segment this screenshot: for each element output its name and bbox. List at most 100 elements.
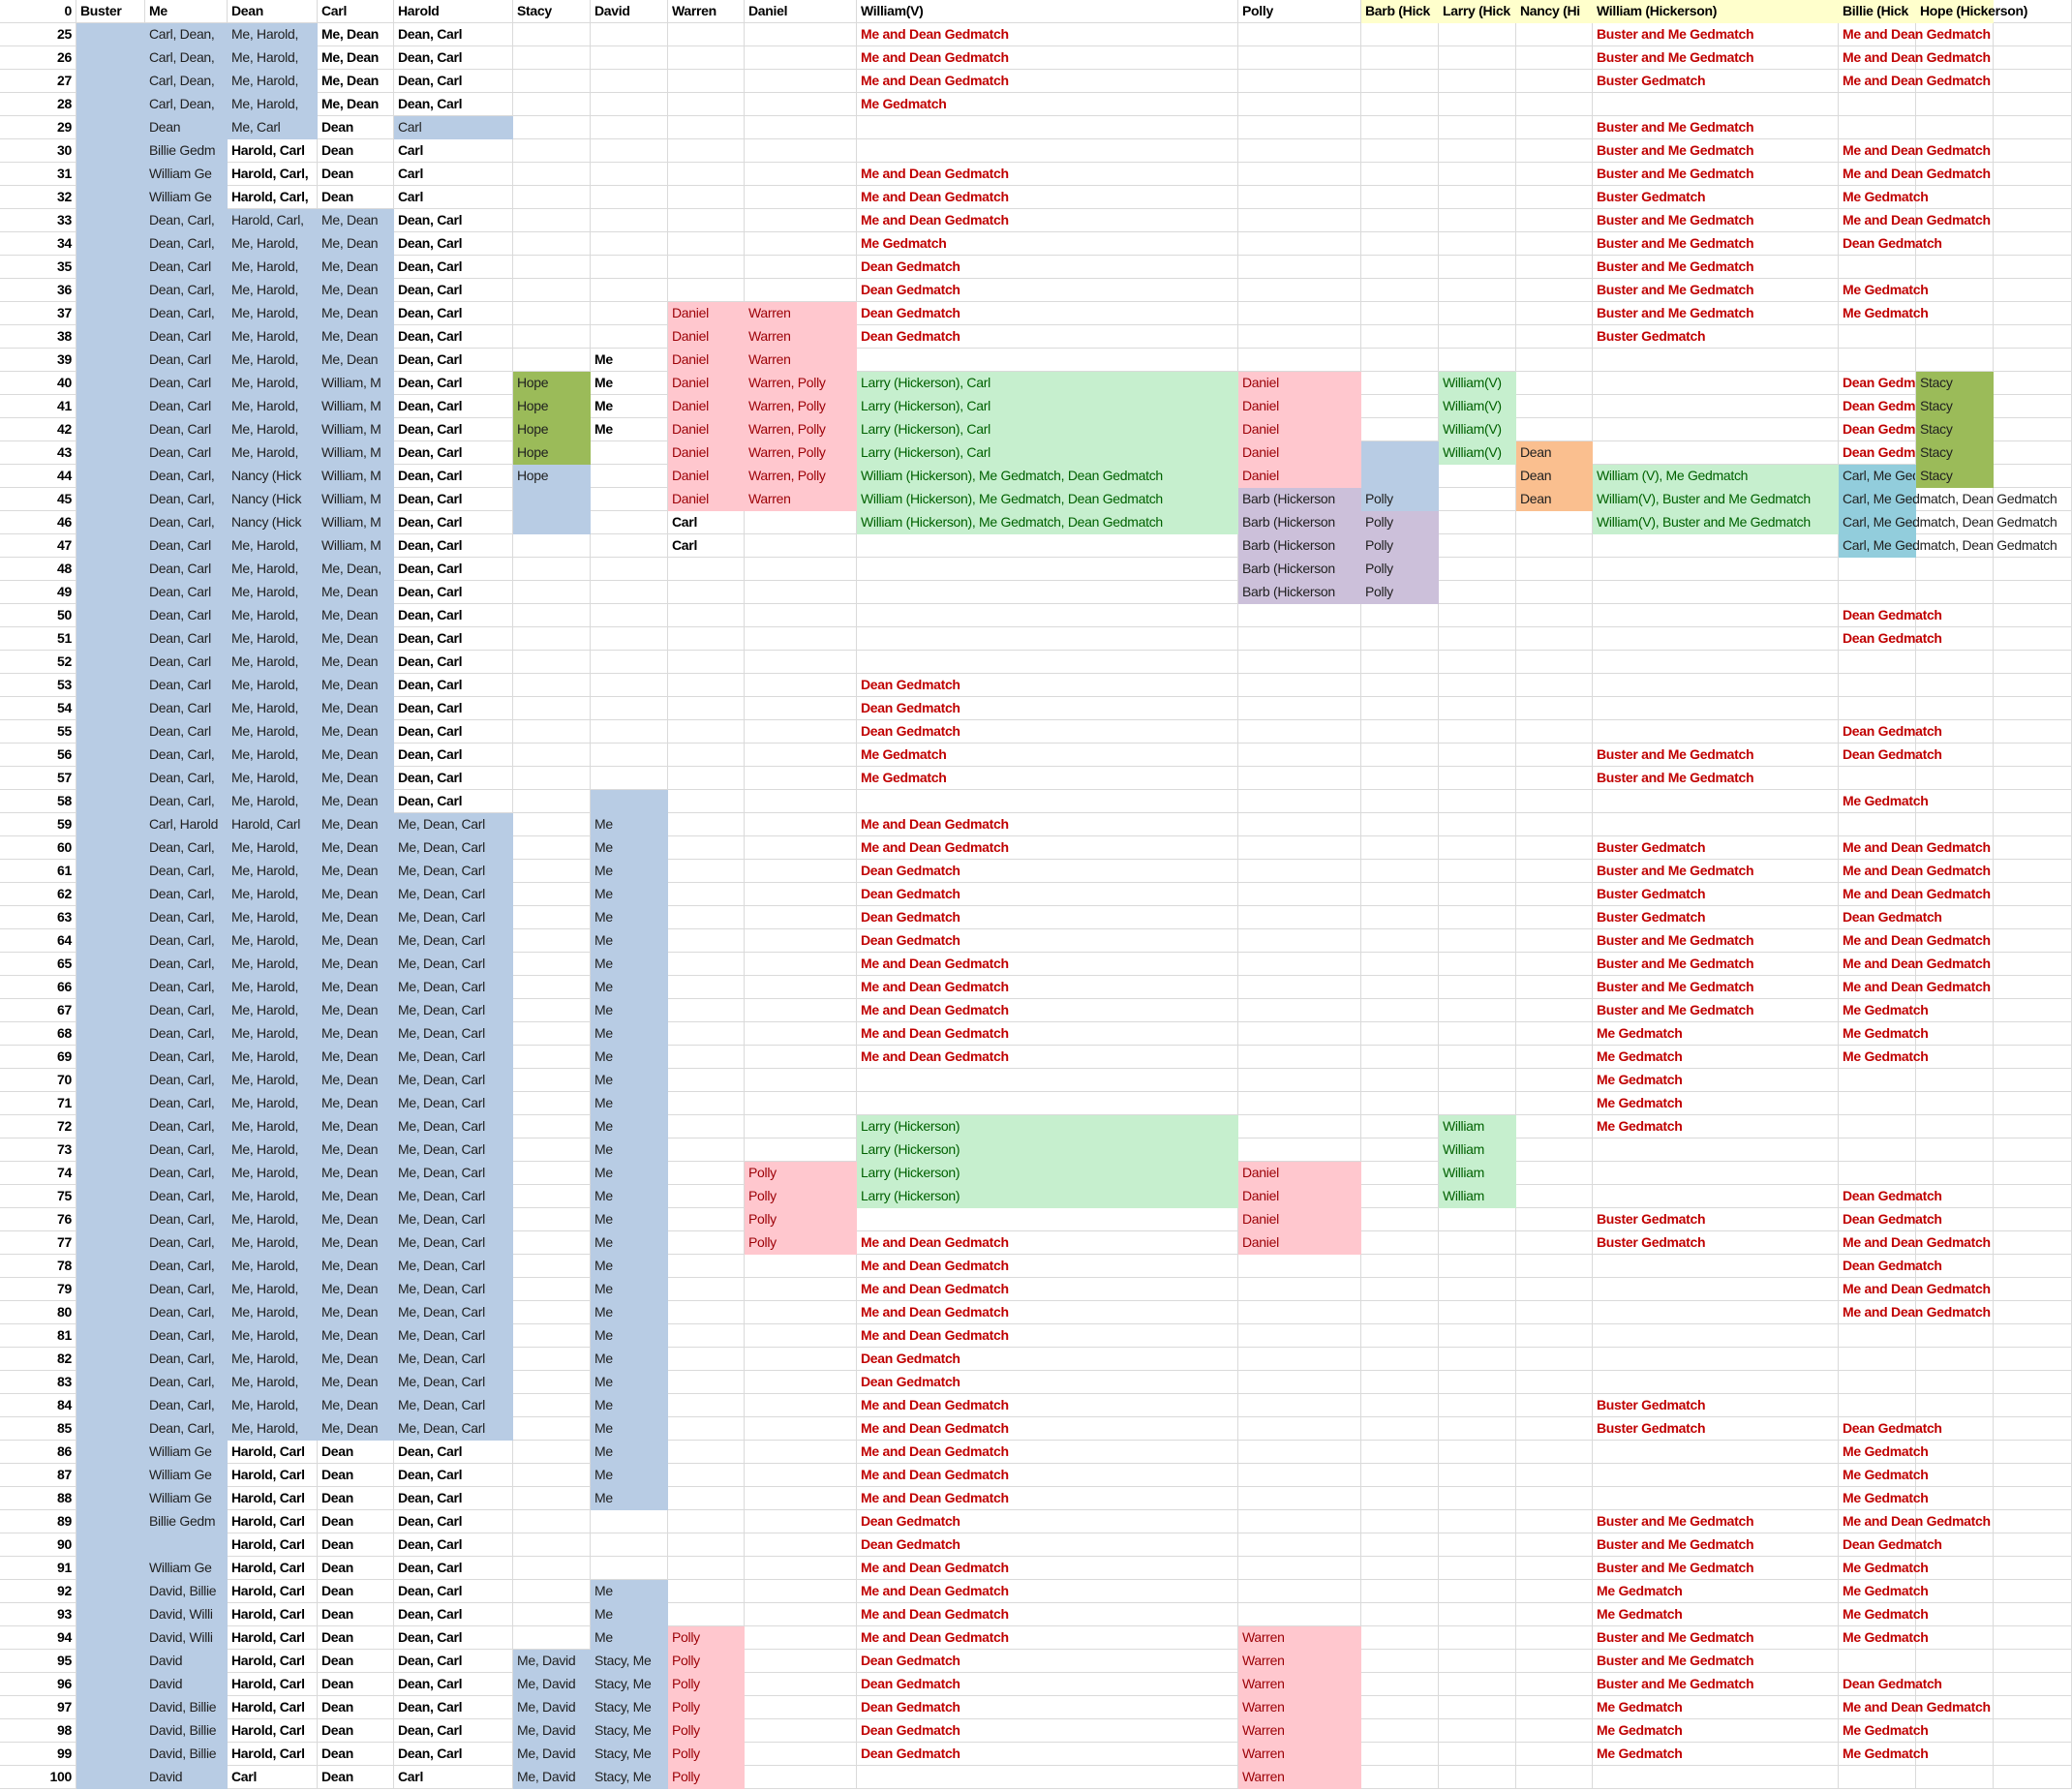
cell-dean[interactable]: Me, Carl <box>228 116 318 139</box>
cell-william-v[interactable]: Me and Dean Gedmatch <box>857 1301 1238 1324</box>
row-number[interactable]: 75 <box>0 1185 76 1208</box>
cell-harold[interactable]: Carl <box>394 139 513 163</box>
cell-dean[interactable]: Me, Harold, <box>228 372 318 395</box>
cell-warren[interactable] <box>668 906 745 929</box>
cell-polly[interactable]: Warren <box>1238 1766 1361 1789</box>
cell-dean[interactable]: Me, Harold, <box>228 836 318 860</box>
cell-david[interactable] <box>591 279 668 302</box>
cell-daniel[interactable]: Polly <box>745 1162 857 1185</box>
cell-stacy[interactable] <box>513 836 591 860</box>
cell-polly[interactable] <box>1238 906 1361 929</box>
cell-nancy[interactable] <box>1516 1394 1593 1417</box>
cell-polly[interactable] <box>1238 279 1361 302</box>
cell-barb[interactable] <box>1361 744 1439 767</box>
cell-hope[interactable] <box>1916 302 1994 325</box>
cell-hope[interactable] <box>1916 1138 1994 1162</box>
cell-hope[interactable] <box>1916 1626 1994 1650</box>
cell-daniel[interactable] <box>745 836 857 860</box>
cell-william-v[interactable]: William (Hickerson), Me Gedmatch, Dean G… <box>857 488 1238 511</box>
cell-polly[interactable] <box>1238 1138 1361 1162</box>
cell-larry[interactable] <box>1439 279 1516 302</box>
cell-stacy[interactable]: Me, David <box>513 1696 591 1719</box>
cell-nancy[interactable] <box>1516 1278 1593 1301</box>
cell-larry[interactable] <box>1439 1487 1516 1510</box>
cell-william-hickerson[interactable] <box>1593 1185 1839 1208</box>
cell-daniel[interactable] <box>745 1580 857 1603</box>
row-number[interactable]: 76 <box>0 1208 76 1231</box>
cell-dean[interactable]: Me, Harold, <box>228 1208 318 1231</box>
cell-david[interactable]: Me <box>591 999 668 1022</box>
cell-harold[interactable]: Dean, Carl <box>394 372 513 395</box>
cell-larry[interactable] <box>1439 697 1516 720</box>
cell-harold[interactable]: Dean, Carl <box>394 627 513 651</box>
cell-larry[interactable] <box>1439 860 1516 883</box>
empty-cell[interactable] <box>1994 720 2072 744</box>
cell-daniel[interactable]: Warren, Polly <box>745 395 857 418</box>
empty-cell[interactable] <box>1994 163 2072 186</box>
cell-harold[interactable]: Dean, Carl <box>394 418 513 441</box>
cell-buster[interactable] <box>76 1115 145 1138</box>
cell-william-v[interactable]: Me and Dean Gedmatch <box>857 999 1238 1022</box>
row-number[interactable]: 91 <box>0 1557 76 1580</box>
cell-william-v[interactable] <box>857 1092 1238 1115</box>
row-number[interactable]: 26 <box>0 46 76 70</box>
cell-dean[interactable]: Me, Harold, <box>228 999 318 1022</box>
cell-stacy[interactable] <box>513 813 591 836</box>
cell-billie[interactable]: Dean Gedmatch <box>1839 1673 1942 1696</box>
cell-stacy[interactable] <box>513 674 591 697</box>
cell-carl[interactable]: Me, Dean <box>318 279 394 302</box>
cell-william-v[interactable]: Larry (Hickerson) <box>857 1138 1238 1162</box>
cell-billie[interactable] <box>1839 1115 1916 1138</box>
cell-dean[interactable]: Nancy (Hick <box>228 488 318 511</box>
cell-dean[interactable]: Me, Harold, <box>228 1278 318 1301</box>
cell-barb[interactable] <box>1361 1069 1439 1092</box>
cell-billie[interactable]: Me Gedmatch <box>1839 1046 1929 1069</box>
cell-nancy[interactable] <box>1516 790 1593 813</box>
cell-billie[interactable]: Dean Gedmatch <box>1839 232 1942 256</box>
cell-daniel[interactable] <box>745 1510 857 1533</box>
cell-me[interactable]: Dean, Carl, <box>145 1348 228 1371</box>
cell-daniel[interactable] <box>745 813 857 836</box>
cell-david[interactable] <box>591 511 668 534</box>
cell-stacy[interactable] <box>513 1626 591 1650</box>
cell-william-hickerson[interactable]: Buster and Me Gedmatch <box>1593 999 1839 1022</box>
cell-larry[interactable] <box>1439 93 1516 116</box>
row-number[interactable]: 47 <box>0 534 76 558</box>
cell-barb[interactable] <box>1361 1394 1439 1417</box>
cell-buster[interactable] <box>76 186 145 209</box>
cell-dean[interactable]: Carl <box>228 1766 318 1789</box>
cell-nancy[interactable] <box>1516 1719 1593 1743</box>
cell-me[interactable]: Dean, Carl, <box>145 1022 228 1046</box>
cell-warren[interactable] <box>668 976 745 999</box>
cell-larry[interactable] <box>1439 813 1516 836</box>
cell-barb[interactable] <box>1361 302 1439 325</box>
cell-dean[interactable]: Harold, Carl <box>228 1510 318 1533</box>
cell-larry[interactable] <box>1439 534 1516 558</box>
empty-cell[interactable] <box>1994 558 2072 581</box>
cell-harold[interactable]: Me, Dean, Carl <box>394 906 513 929</box>
cell-me[interactable]: Dean, Carl, <box>145 929 228 953</box>
cell-dean[interactable]: Me, Harold, <box>228 976 318 999</box>
cell-buster[interactable] <box>76 720 145 744</box>
cell-barb[interactable] <box>1361 1092 1439 1115</box>
cell-hope[interactable] <box>1916 627 1994 651</box>
cell-harold[interactable]: Dean, Carl <box>394 744 513 767</box>
cell-hope[interactable] <box>1916 953 1994 976</box>
cell-polly[interactable] <box>1238 744 1361 767</box>
cell-william-v[interactable] <box>857 349 1238 372</box>
cell-harold[interactable]: Dean, Carl <box>394 488 513 511</box>
cell-daniel[interactable] <box>745 1673 857 1696</box>
cell-warren[interactable] <box>668 1301 745 1324</box>
column-header-me[interactable]: Me <box>145 0 228 23</box>
cell-stacy[interactable] <box>513 1138 591 1162</box>
empty-cell[interactable] <box>1994 604 2072 627</box>
cell-nancy[interactable] <box>1516 1115 1593 1138</box>
cell-william-hickerson[interactable] <box>1593 1324 1839 1348</box>
cell-dean[interactable]: Me, Harold, <box>228 302 318 325</box>
cell-carl[interactable]: Me, Dean <box>318 1185 394 1208</box>
cell-william-v[interactable]: Dean Gedmatch <box>857 1348 1238 1371</box>
cell-harold[interactable]: Me, Dean, Carl <box>394 836 513 860</box>
cell-william-hickerson[interactable]: Buster and Me Gedmatch <box>1593 209 1839 232</box>
cell-daniel[interactable] <box>745 906 857 929</box>
cell-nancy[interactable] <box>1516 1046 1593 1069</box>
